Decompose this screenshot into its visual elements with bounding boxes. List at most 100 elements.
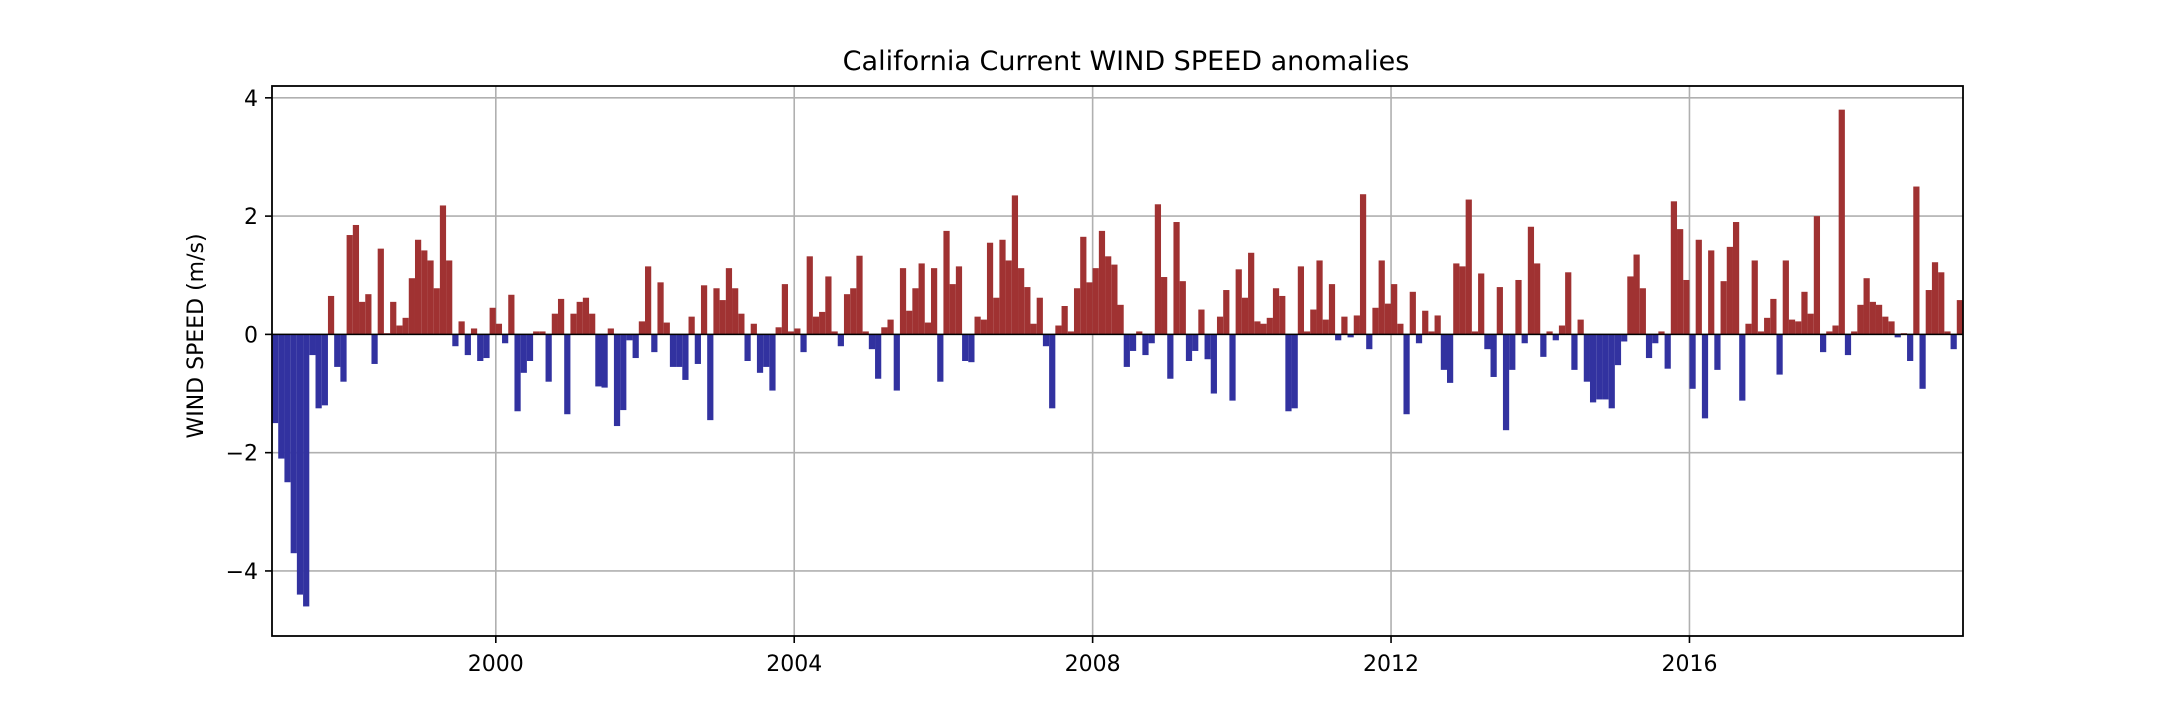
bar — [1105, 256, 1112, 335]
bar — [806, 256, 813, 335]
bar — [1583, 334, 1590, 382]
bar — [321, 334, 328, 406]
bar — [1820, 334, 1827, 353]
bar — [421, 250, 428, 335]
bar — [1602, 334, 1609, 400]
bar — [955, 266, 963, 335]
bar — [1888, 321, 1895, 335]
bar — [377, 248, 384, 335]
bar — [1353, 315, 1360, 335]
bar — [483, 334, 490, 359]
bar — [1260, 323, 1267, 335]
bar — [533, 331, 540, 335]
bar — [1931, 262, 1939, 335]
bar — [1018, 268, 1025, 335]
bar — [1540, 334, 1547, 357]
bar — [1409, 291, 1416, 335]
bar — [1304, 331, 1311, 335]
bar — [1689, 334, 1696, 389]
bar — [1279, 295, 1286, 335]
bar — [1391, 284, 1398, 335]
bar — [1061, 306, 1068, 335]
bar — [502, 334, 509, 344]
bar — [1664, 334, 1671, 369]
bar — [856, 255, 863, 335]
bar — [390, 301, 397, 335]
bar — [1875, 304, 1883, 335]
bar — [1459, 266, 1466, 335]
bar — [1073, 288, 1081, 335]
bar — [1788, 319, 1796, 335]
x-tick-label: 2004 — [766, 652, 822, 677]
bar — [1882, 316, 1889, 335]
bar — [1683, 279, 1690, 335]
bar — [272, 334, 279, 424]
y-axis: 4 2 0 −2 −4 — [226, 87, 272, 585]
bar — [352, 224, 360, 335]
bar — [1701, 334, 1709, 419]
bar — [1944, 331, 1951, 335]
y-tick-label: −2 — [226, 442, 258, 467]
bar — [284, 334, 291, 483]
bar — [1863, 278, 1870, 335]
bar — [477, 334, 484, 361]
bar — [1739, 334, 1746, 401]
bar — [1633, 254, 1640, 335]
bar — [1204, 334, 1211, 360]
bar — [607, 328, 614, 335]
bar — [868, 334, 876, 350]
bar — [1465, 199, 1472, 335]
bar — [632, 334, 639, 359]
bar — [464, 334, 471, 356]
bar — [489, 307, 496, 335]
bar — [974, 316, 981, 335]
bar — [1359, 194, 1367, 335]
bar — [1720, 281, 1727, 335]
bar — [1571, 334, 1578, 370]
bar — [1347, 334, 1354, 338]
bar — [1098, 230, 1106, 335]
x-axis: 2000 2004 2008 2012 2016 — [468, 636, 1717, 677]
bar — [1807, 313, 1814, 335]
bar — [682, 334, 689, 380]
bar — [893, 334, 900, 391]
bar — [1614, 334, 1622, 366]
x-tick-label: 2016 — [1661, 652, 1717, 677]
bar — [912, 288, 919, 335]
bar — [1708, 250, 1715, 335]
bar — [1658, 331, 1665, 335]
bar — [1502, 334, 1510, 431]
bar — [1297, 266, 1305, 335]
bar — [924, 322, 931, 335]
bar — [1913, 186, 1920, 335]
bar — [346, 235, 353, 335]
bar — [613, 334, 621, 427]
bar — [1950, 334, 1957, 350]
bar — [1645, 334, 1653, 359]
bar — [645, 266, 652, 335]
bar — [1092, 268, 1099, 335]
bar — [1148, 334, 1155, 344]
bar — [1714, 334, 1721, 370]
bar — [439, 205, 447, 335]
bar — [1173, 222, 1180, 335]
bar — [663, 322, 670, 335]
bar — [999, 239, 1006, 335]
bar — [862, 331, 869, 335]
bar — [732, 288, 739, 335]
bar — [551, 313, 558, 335]
bar — [1080, 236, 1087, 335]
bar — [327, 295, 335, 335]
bar — [1894, 334, 1901, 338]
bar — [850, 288, 857, 335]
bar — [707, 334, 714, 421]
bar — [1695, 239, 1702, 335]
y-tick-label: 4 — [244, 87, 258, 112]
bar — [788, 331, 795, 335]
bar — [744, 334, 751, 361]
bar — [1185, 334, 1193, 361]
bar — [875, 334, 882, 379]
bar — [1726, 246, 1733, 335]
bar — [1042, 334, 1050, 347]
